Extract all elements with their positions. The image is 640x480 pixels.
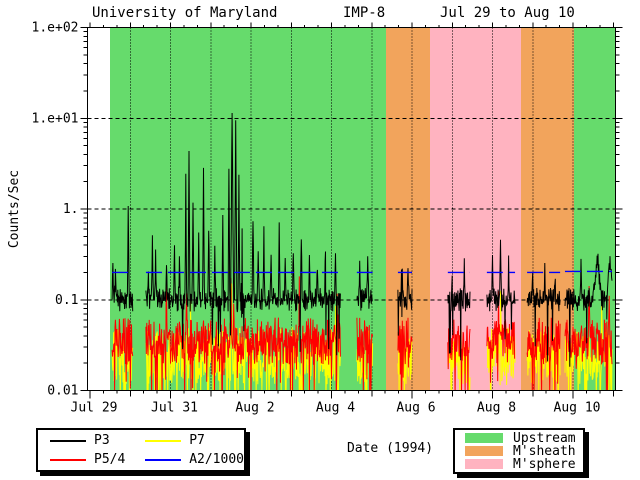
legend-regions: Upstream M'sheath M'sphere [453,428,585,474]
legend-label: A2/1000 [189,452,244,467]
x-tick-label: Aug 2 [235,401,274,416]
series-p5-4 [447,319,471,391]
series-p5-4 [111,318,134,391]
series-p3 [486,239,516,340]
series-p5-4 [397,317,413,391]
series-p5-4 [356,317,374,391]
series-p7 [486,290,516,391]
x-tick-label: Aug 4 [316,401,355,416]
p7-line-sample [145,439,182,442]
x-tick-label: Aug 6 [396,401,435,416]
legend-item-a2-1000: A2/1000 [133,452,244,467]
series-p3 [447,258,471,361]
legend-series: P3 P7 P5/4 A2/1000 [36,428,246,472]
data-series [111,112,613,391]
series-p3 [564,253,613,367]
legend-item-upstream: Upstream [455,430,583,446]
legend-label: P5/4 [94,452,126,467]
series-p5-4 [486,291,516,383]
series-p3 [526,262,561,362]
title-institution: University of Maryland [92,5,278,21]
series-p5-4 [526,317,561,391]
legend-label: P7 [189,433,205,448]
title-spacecraft: IMP-8 [343,5,386,21]
x-tick-label: Aug 10 [554,401,601,416]
title-daterange: Jul 29 to Aug 10 [440,5,575,21]
legend-label: Upstream [513,430,576,446]
legend-item-p3: P3 [38,433,133,448]
legend-item-msphere: M'sphere [455,456,583,472]
series-p5-4 [564,285,613,391]
y-tick-label: 1. [63,202,79,217]
series-p5-4 [145,276,341,391]
series-p3 [145,112,341,356]
upstream-swatch [465,433,503,443]
x-tick-label: Aug 8 [477,401,516,416]
x-tick-label: Jul 29 [71,401,118,416]
y-tick-label: 0.01 [47,384,78,399]
x-axis-label: Date (1994) [346,441,434,456]
series-p3 [111,205,134,312]
p3-line-sample [50,439,86,442]
legend-label: M'sheath [513,443,576,459]
msheath-swatch [465,446,503,456]
axis-ticks [80,22,623,399]
y-tick-label: 1.e+02 [32,21,79,36]
series-p3 [397,268,413,336]
legend-label: P3 [94,433,110,448]
msphere-swatch [465,459,503,469]
p5-4-line-sample [50,458,86,461]
legend-item-p5-4: P5/4 [38,452,133,467]
y-tick-label: 0.1 [55,293,78,308]
a2-1000-line-sample [145,458,182,461]
y-tick-label: 1.e+01 [32,111,79,126]
legend-item-p7: P7 [133,433,244,448]
legend-item-msheath: M'sheath [455,443,583,459]
tick-labels: 1.e+02 1.e+01 1. 0.1 0.01 Jul 29 Jul 31 Aug 2 Au… [32,21,601,416]
x-tick-label: Jul 31 [151,401,198,416]
legend-label: M'sphere [513,456,576,472]
